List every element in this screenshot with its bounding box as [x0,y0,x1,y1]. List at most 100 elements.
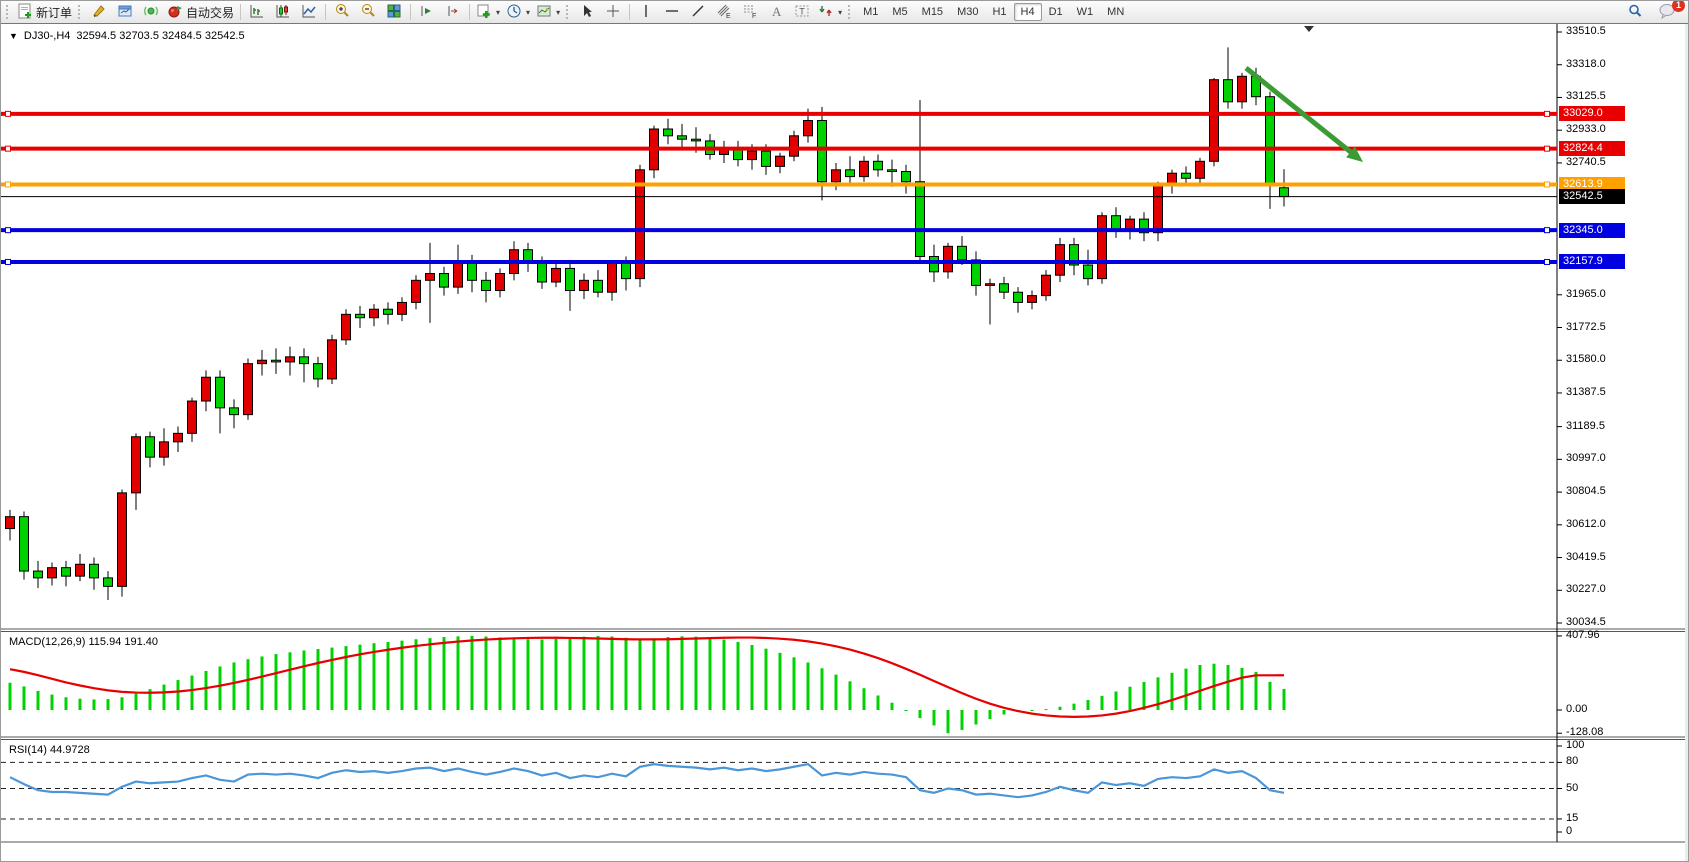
macd-histogram-bar [1226,664,1230,710]
macd-histogram-bar [862,688,866,710]
text-label-icon: T [794,3,810,22]
candle [145,436,155,458]
timeframe-M5[interactable]: M5 [892,6,908,18]
timeframe-W1[interactable]: W1 [1076,6,1094,18]
window-edge [1685,24,1688,861]
timeframe-MN[interactable]: MN [1107,6,1125,18]
candle [831,169,841,183]
toolbar-separator [629,4,631,20]
macd-histogram-bar [50,694,54,710]
candle [1181,172,1191,179]
candle [579,279,589,292]
toolbar-grip[interactable] [78,5,83,19]
fibonacci-button[interactable]: F [737,2,763,23]
timeframe-M15[interactable]: M15 [921,6,944,18]
notifications-button[interactable]: 1 [1654,1,1685,23]
macd-histogram-bar [162,684,166,710]
clock-icon [506,3,522,22]
candle [747,150,757,161]
candle [61,567,71,577]
macd-histogram-bar [946,710,950,734]
vertical-line-button[interactable] [633,2,659,23]
price-axis-tick: 33318.0 [1566,57,1606,70]
macd-histogram-bar [1002,710,1006,715]
auto-trading-button[interactable]: 自动交易 [164,2,237,23]
candle [985,283,995,286]
macd-histogram-bar [764,648,768,710]
periods-dropdown[interactable]: ▾ [503,2,533,23]
macd-histogram-bar [512,638,516,710]
line-chart-button[interactable] [296,2,322,23]
cursor-button[interactable] [574,2,600,23]
macd-axis-tick: 407.96 [1566,628,1600,641]
arrows-dropdown[interactable]: ▾ [815,2,845,23]
equidistant-channel-button[interactable]: E [711,2,737,23]
macd-histogram-bar [610,636,614,710]
toolbar-grip[interactable] [566,5,571,19]
candle [5,516,15,530]
candle [299,356,309,365]
candle [285,356,295,363]
rsi-value: 44.9728 [49,744,90,756]
candle [775,155,785,167]
trendline-icon [690,3,706,22]
candle [411,279,421,303]
timeframe-M1[interactable]: M1 [863,6,879,18]
candle [971,259,981,286]
candle [1097,215,1107,280]
new-order-button[interactable]: 新订单 [14,2,75,23]
candle [1083,264,1093,280]
macd-histogram-bar [316,649,320,710]
timeframe-H4[interactable]: H4 [1013,3,1042,21]
rsi-axis-tick: 15 [1566,811,1579,824]
signals-button[interactable] [138,2,164,23]
hline-price-tag: 32345.0 [1559,222,1625,238]
zoom-out-button[interactable] [355,2,381,23]
horizontal-line-button[interactable] [659,2,685,23]
toolbar-grip[interactable] [848,5,853,19]
new-chart-dropdown[interactable]: ▾ [473,2,503,23]
tile-windows-button[interactable] [381,2,407,23]
price-axis-tick: 30034.5 [1566,616,1606,628]
trendline-button[interactable] [685,2,711,23]
macd-histogram-bar [302,650,306,710]
auto-scroll-button[interactable] [414,2,440,23]
timeframe-D1[interactable]: D1 [1048,6,1063,18]
profile-icon [91,3,107,22]
price-axis-tick: 31772.5 [1566,320,1606,333]
crosshair-button[interactable] [600,2,626,23]
candle [1055,244,1065,276]
candle [1139,218,1149,234]
bar-chart-icon [249,3,265,22]
timeframe-H1[interactable]: H1 [992,6,1007,18]
candle-chart-button[interactable] [270,2,296,23]
auto-trading-label: 自动交易 [186,5,235,20]
zoom-in-button[interactable] [329,2,355,23]
macd-histogram-bar [232,662,236,710]
chart-shift-button[interactable] [440,2,466,23]
collapse-triangle-icon[interactable]: ▼ [9,31,18,41]
notification-badge: 1 [1672,1,1685,12]
price-axis-tick: 31580.0 [1566,353,1606,366]
candle [495,273,505,292]
template-icon [536,3,552,22]
search-button[interactable] [1622,2,1648,23]
price-axis-tick: 30804.5 [1566,485,1606,498]
text-button[interactable]: A [763,2,789,23]
market-watch-button[interactable] [112,2,138,23]
candle [89,563,99,579]
candle [1195,160,1205,179]
macd-histogram-bar [680,636,684,710]
templates-dropdown[interactable]: ▾ [533,2,563,23]
timeframe-M30[interactable]: M30 [957,6,979,18]
ohlc-readout: 32594.5 32703.5 32484.5 32542.5 [76,30,245,42]
toolbar-grip[interactable] [6,5,11,19]
chart-profile-button[interactable] [86,2,112,23]
candle [215,376,225,409]
bar-chart-button[interactable] [244,2,270,23]
zoom-out-icon [360,3,376,22]
text-label-button[interactable]: T [789,2,815,23]
candle [915,181,925,258]
trend-arrow[interactable] [1346,146,1363,162]
chart-window[interactable]: ▼ DJ30-,H4 32594.5 32703.5 32484.5 32542… [1,23,1688,861]
